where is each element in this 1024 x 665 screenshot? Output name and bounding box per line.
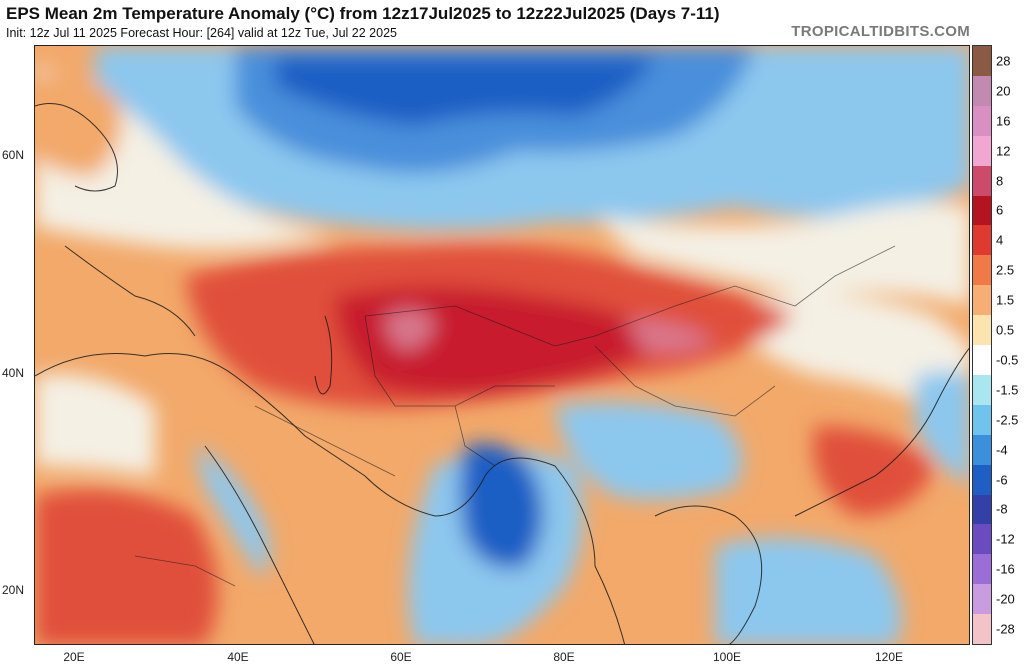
colorbar xyxy=(972,45,992,645)
colorbar-cell xyxy=(973,135,991,167)
colorbar-cell xyxy=(973,165,991,196)
colorbar-cell xyxy=(973,285,991,316)
lat-label-40n: 40N xyxy=(2,366,25,380)
colorbar-cell xyxy=(973,315,991,346)
colorbar-label: 1.5 xyxy=(996,292,1015,308)
colorbar-cell xyxy=(973,195,991,226)
colorbar-label: 6 xyxy=(996,202,1004,218)
colorbar-label: 2.5 xyxy=(996,262,1015,278)
colorbar-cell xyxy=(973,494,991,525)
lon-label-20e: 20E xyxy=(63,650,85,664)
forecast-info: Init: 12z Jul 11 2025 Forecast Hour: [26… xyxy=(6,26,397,40)
colorbar-label: 0.5 xyxy=(996,322,1015,338)
east-china-hot-region xyxy=(813,426,935,516)
colorbar-cell xyxy=(973,255,991,286)
colorbar-label: -20 xyxy=(996,591,1015,607)
colorbar-label: 16 xyxy=(996,113,1011,129)
sahara-hot-region xyxy=(35,489,218,644)
lat-label-60n: 60N xyxy=(2,148,25,162)
colorbar-cell xyxy=(973,374,991,406)
north-strong-cold-region xyxy=(275,56,655,126)
tibet-cool-region xyxy=(555,402,742,500)
colorbar-cell xyxy=(973,614,991,645)
lon-label-120e: 120E xyxy=(874,650,904,664)
colorbar-label: -2.5 xyxy=(996,412,1019,428)
colorbar-label: 20 xyxy=(996,83,1011,99)
country-borders xyxy=(134,245,896,587)
source-credit: TROPICALTIDBITS.COM xyxy=(791,23,970,40)
colorbar-cell xyxy=(973,464,991,495)
lon-label-100e: 100E xyxy=(712,650,742,664)
colorbar-cell xyxy=(973,434,991,466)
colorbar-label: -12 xyxy=(996,531,1015,547)
lon-label-60e: 60E xyxy=(390,650,412,664)
colorbar-label: 12 xyxy=(996,143,1011,159)
colorbar-label: 4 xyxy=(996,232,1004,248)
lon-label-40e: 40E xyxy=(227,650,249,664)
colorbar-cell xyxy=(973,105,991,137)
colorbar-label: -16 xyxy=(996,561,1015,577)
pale-north-china xyxy=(735,293,969,425)
extreme-core-east xyxy=(625,320,715,353)
scandinavia-warm-region xyxy=(35,73,122,176)
colorbar-label: -8 xyxy=(996,501,1008,517)
colorbar-cell xyxy=(973,225,991,256)
colorbar-cell xyxy=(973,404,991,436)
colorbar-label: -6 xyxy=(996,472,1008,488)
colorbar-label: -4 xyxy=(996,442,1008,458)
colorbar-cell xyxy=(973,46,991,77)
india-cold-region xyxy=(460,444,543,568)
red-sea-cool-strip xyxy=(195,446,269,576)
pale-band-east xyxy=(595,202,969,306)
colorbar-label: 8 xyxy=(996,173,1004,189)
japan-cool-region xyxy=(915,371,969,485)
coastlines xyxy=(35,103,969,644)
chart-title: EPS Mean 2m Temperature Anomaly (°C) fro… xyxy=(6,4,720,23)
anomaly-map-canvas xyxy=(35,46,969,644)
colorbar-cell xyxy=(973,524,991,555)
colorbar-cell xyxy=(973,75,991,107)
colorbar-cell xyxy=(973,554,991,585)
lat-label-20n: 20N xyxy=(2,583,25,597)
colorbar-label: -28 xyxy=(996,621,1015,637)
pale-arabia xyxy=(35,374,155,476)
colorbar-cell xyxy=(973,345,991,376)
colorbar-label: -1.5 xyxy=(996,382,1019,398)
anomaly-map xyxy=(34,45,970,645)
colorbar-cell xyxy=(973,584,991,615)
colorbar-label: 28 xyxy=(996,53,1011,69)
extreme-core-west xyxy=(385,309,435,351)
lon-label-80e: 80E xyxy=(553,650,575,664)
colorbar-label: -0.5 xyxy=(996,352,1019,368)
